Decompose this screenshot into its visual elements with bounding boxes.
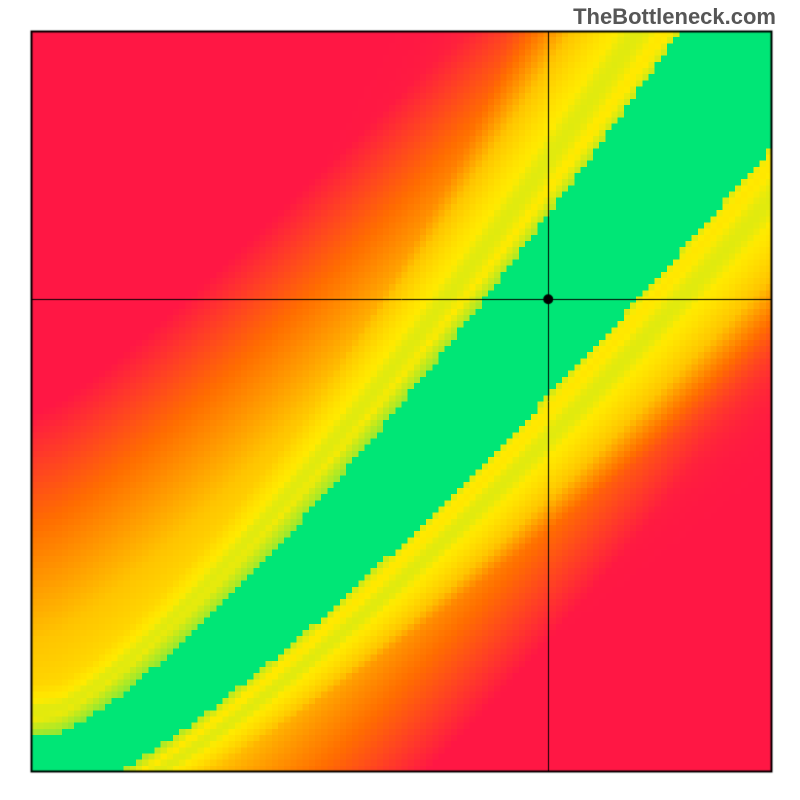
- watermark-text: TheBottleneck.com: [573, 4, 776, 30]
- chart-container: TheBottleneck.com: [0, 0, 800, 800]
- crosshair-overlay: [0, 0, 800, 800]
